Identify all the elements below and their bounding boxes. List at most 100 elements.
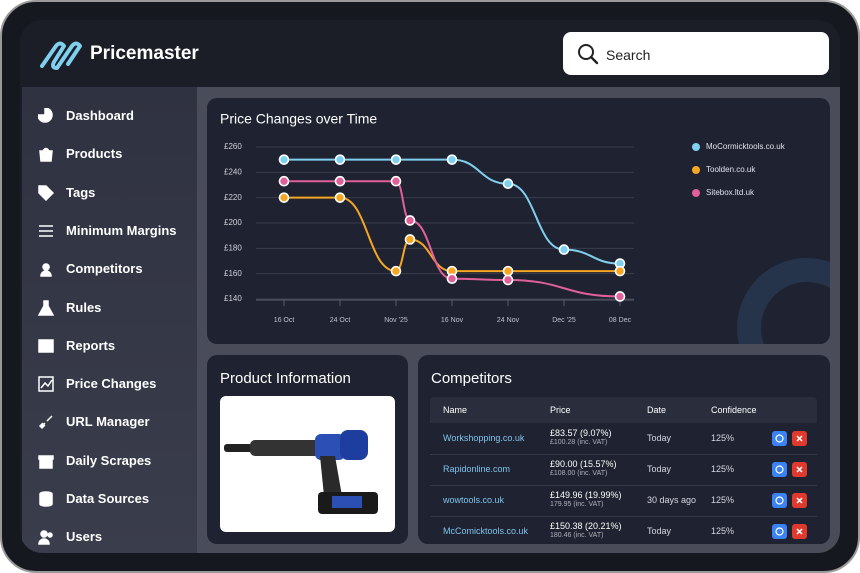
competitor-link[interactable]: Rapidonline.com	[443, 464, 511, 474]
refresh-button[interactable]	[772, 431, 787, 446]
nav-item[interactable]: Daily Scrapes	[38, 453, 188, 469]
nav-icon	[40, 263, 52, 277]
icon-shape	[38, 339, 54, 353]
data-point	[278, 175, 290, 187]
refresh-icon	[775, 434, 784, 443]
legend-swatch	[692, 166, 700, 174]
icon-shape	[796, 528, 803, 535]
price: £150.38 (20.21%)	[550, 521, 622, 531]
delete-button[interactable]	[792, 462, 807, 477]
data-point	[390, 265, 402, 277]
confidence: 125%	[711, 495, 735, 505]
competitor-link[interactable]: wowtools.co.uk	[443, 495, 505, 505]
y-tick-label: £240	[224, 167, 242, 176]
table-header	[430, 397, 817, 423]
x-tick-label: 08 Dec	[609, 317, 632, 324]
nav-item[interactable]: Users	[38, 529, 188, 546]
price-vat: 179.95 (inc. VAT)	[550, 501, 604, 508]
data-point	[502, 274, 514, 286]
x-tick-label: Nov '25	[384, 317, 408, 324]
column-header: Confidence	[711, 405, 757, 415]
nav-icon	[38, 415, 53, 430]
icon-shape	[39, 225, 53, 237]
nav-icon	[38, 454, 54, 469]
icon-shape	[38, 184, 54, 201]
icon-shape	[38, 108, 53, 123]
competitors-card: Competitors Name Price Date Confidence Works…	[418, 355, 830, 544]
icon-shape	[775, 434, 784, 443]
data-point	[390, 175, 402, 187]
nav-item[interactable]: Tags	[38, 185, 188, 201]
main-area: Price Changes over Time £140 £160 £180 £200…	[197, 87, 840, 553]
refresh-button[interactable]	[772, 462, 787, 477]
refresh-button[interactable]	[772, 524, 787, 539]
competitor-link[interactable]: McComicktools.co.uk	[443, 526, 529, 536]
nav-icon	[38, 339, 54, 353]
nav-item[interactable]: Rules	[38, 300, 188, 316]
nav-label: Competitors	[66, 261, 143, 277]
y-tick-label: £260	[224, 142, 242, 151]
chart: Price Changes over Time £140 £160 £180 £200…	[220, 111, 830, 344]
icon-shape	[39, 148, 53, 163]
nav-icon	[38, 376, 54, 392]
nav-icon	[38, 530, 53, 546]
y-tick-label: £220	[224, 193, 242, 202]
legend-swatch	[692, 143, 700, 151]
data-point	[390, 154, 402, 165]
price: £149.96 (19.99%)	[550, 490, 622, 500]
chart-card: Price Changes over Time £140 £160 £180 £200…	[207, 98, 830, 344]
logo-icon	[40, 41, 82, 70]
icon-shape	[38, 415, 53, 430]
date: Today	[647, 526, 672, 536]
legend-label: MoCormicktools.co.uk	[706, 142, 786, 151]
price: £83.57 (9.07%)	[550, 428, 612, 438]
legend-label: Sitebox.ltd.uk	[706, 188, 755, 197]
row-divider	[430, 454, 817, 455]
competitors-title: Competitors	[431, 370, 512, 387]
date: Today	[647, 433, 672, 443]
nav-item[interactable]: URL Manager	[38, 414, 188, 430]
icon-shape	[39, 491, 53, 507]
nav-item[interactable]: Price Changes	[38, 376, 188, 392]
nav-item[interactable]: Data Sources	[38, 491, 188, 507]
nav-item[interactable]: Dashboard	[38, 108, 188, 124]
delete-button[interactable]	[792, 431, 807, 446]
nav-item[interactable]: Products	[38, 146, 188, 163]
refresh-icon	[775, 465, 784, 474]
confidence: 125%	[711, 433, 735, 443]
nav-icon	[39, 491, 53, 507]
nav-icon	[39, 148, 53, 163]
y-tick-label: £200	[224, 218, 242, 227]
delete-button[interactable]	[792, 524, 807, 539]
legend-label: Toolden.co.uk	[706, 165, 756, 174]
nav-label: Reports	[66, 337, 116, 353]
icon-shape	[796, 435, 803, 442]
data-point	[278, 154, 290, 165]
search-box[interactable]: Search	[563, 32, 829, 75]
row-divider	[430, 485, 817, 486]
refresh-button[interactable]	[772, 493, 787, 508]
nav-label: Users	[66, 529, 103, 545]
icon-shape	[40, 263, 52, 277]
search-placeholder: Search	[606, 47, 651, 63]
nav-item[interactable]: Minimum Margins	[38, 223, 188, 239]
delete-icon	[796, 466, 803, 473]
nav-label: Daily Scrapes	[66, 452, 152, 468]
y-tick-label: £180	[224, 243, 242, 252]
nav-label: Minimum Margins	[66, 222, 177, 238]
delete-button[interactable]	[792, 493, 807, 508]
column-header: Date	[647, 405, 667, 415]
data-point	[614, 291, 626, 302]
data-point	[404, 215, 416, 226]
competitor-link[interactable]: Workshopping.co.uk	[443, 433, 525, 443]
nav-icon	[39, 225, 53, 237]
nav-item[interactable]: Reports	[38, 338, 188, 354]
series-line	[283, 196, 620, 273]
icon-shape	[775, 527, 784, 536]
data-point	[446, 273, 458, 285]
nav-item[interactable]: Competitors	[38, 261, 188, 277]
nav-label: Price Changes	[66, 376, 157, 392]
icon-shape	[38, 530, 53, 546]
icon-shape	[775, 496, 784, 505]
delete-icon	[796, 435, 803, 442]
